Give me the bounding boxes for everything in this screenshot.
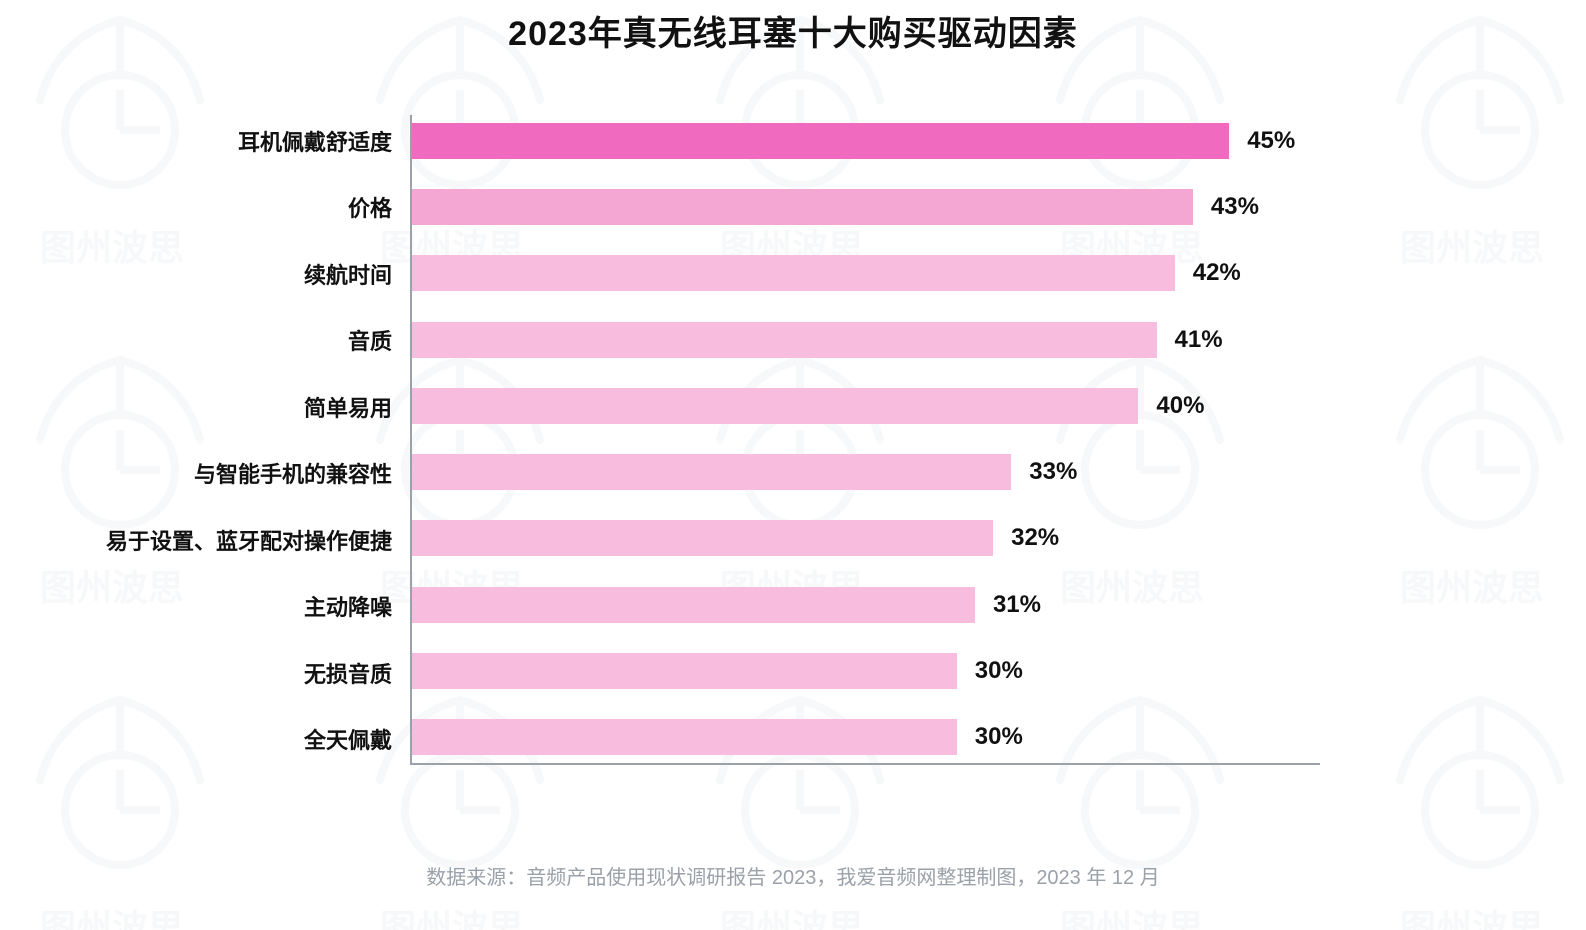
bar-value: 42% <box>1193 259 1241 287</box>
bar-value: 30% <box>975 723 1023 751</box>
category-label: 音质 <box>170 322 406 358</box>
category-label: 与智能手机的兼容性 <box>170 455 406 491</box>
bar-row: 32% <box>412 520 1320 556</box>
category-label: 全天佩戴 <box>170 721 406 757</box>
bar <box>412 388 1138 424</box>
bar <box>412 123 1229 159</box>
bar <box>412 255 1175 291</box>
bar-value: 41% <box>1175 326 1223 354</box>
bar-value: 43% <box>1211 193 1259 221</box>
category-label: 主动降噪 <box>170 588 406 624</box>
bar <box>412 520 993 556</box>
bar-chart: 耳机佩戴舒适度价格续航时间音质简单易用与智能手机的兼容性易于设置、蓝牙配对操作便… <box>170 115 1420 795</box>
bar-value: 32% <box>1011 524 1059 552</box>
bar-row: 33% <box>412 454 1320 490</box>
bar-value: 33% <box>1029 458 1077 486</box>
bar-value: 30% <box>975 657 1023 685</box>
bar-row: 30% <box>412 719 1320 755</box>
bar-row: 43% <box>412 189 1320 225</box>
bar <box>412 322 1157 358</box>
bar-value: 45% <box>1247 127 1295 155</box>
plot-area: 45% 43% 42% 41% 40% 33% 32% 31% 30% 30% <box>410 115 1320 765</box>
bar <box>412 653 957 689</box>
y-axis-labels: 耳机佩戴舒适度价格续航时间音质简单易用与智能手机的兼容性易于设置、蓝牙配对操作便… <box>170 115 406 765</box>
category-label: 简单易用 <box>170 389 406 425</box>
bar-row: 31% <box>412 587 1320 623</box>
category-label: 价格 <box>170 189 406 225</box>
bar <box>412 719 957 755</box>
bar <box>412 587 975 623</box>
bar-row: 42% <box>412 255 1320 291</box>
bar-row: 41% <box>412 322 1320 358</box>
bar-value: 40% <box>1156 392 1204 420</box>
bar <box>412 189 1193 225</box>
category-label: 无损音质 <box>170 655 406 691</box>
category-label: 易于设置、蓝牙配对操作便捷 <box>170 522 406 558</box>
bar-row: 30% <box>412 653 1320 689</box>
source-footer: 数据来源：音频产品使用现状调研报告 2023，我爱音频网整理制图，2023 年 … <box>0 861 1586 890</box>
bar-row: 45% <box>412 123 1320 159</box>
chart-title: 2023年真无线耳塞十大购买驱动因素 <box>504 6 1082 57</box>
category-label: 耳机佩戴舒适度 <box>170 123 406 159</box>
bar-value: 31% <box>993 591 1041 619</box>
bar-row: 40% <box>412 388 1320 424</box>
bar <box>412 454 1011 490</box>
title-container: 2023年真无线耳塞十大购买驱动因素 <box>0 6 1586 57</box>
category-label: 续航时间 <box>170 256 406 292</box>
